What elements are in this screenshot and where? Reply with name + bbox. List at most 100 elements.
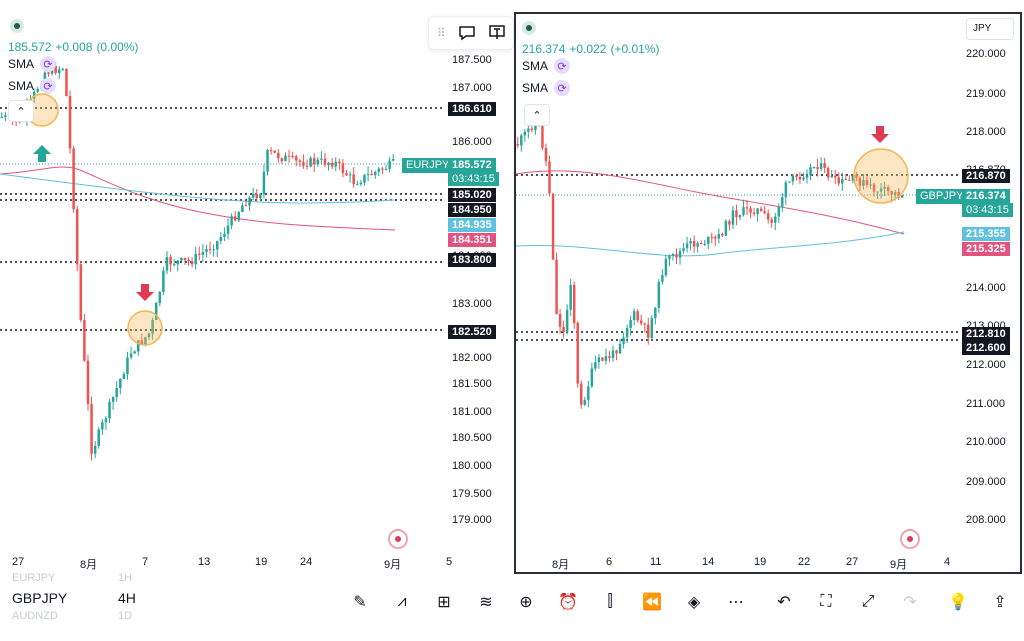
left-candle-body bbox=[129, 353, 133, 358]
right-candle-body bbox=[893, 192, 897, 195]
expand-icon[interactable]: ⤢ bbox=[861, 593, 875, 610]
add-icon[interactable]: ⊕ bbox=[519, 594, 533, 611]
right-candle-body bbox=[766, 213, 770, 220]
replay-icon[interactable]: ⏪ bbox=[642, 594, 662, 611]
right-candle-body bbox=[865, 180, 869, 185]
left-candle-body bbox=[133, 351, 136, 354]
left-chart-canvas[interactable] bbox=[0, 12, 508, 574]
right-candle-body bbox=[597, 357, 601, 363]
sma-refresh-icon[interactable]: ⟳ bbox=[554, 58, 571, 74]
sma-refresh-icon[interactable]: ⟳ bbox=[40, 56, 57, 72]
left-replay-button[interactable] bbox=[388, 529, 408, 549]
redo-icon[interactable]: ↷ bbox=[903, 594, 917, 611]
left-candle-body bbox=[97, 429, 101, 446]
left-candle-body bbox=[176, 260, 180, 265]
left-candle-body bbox=[180, 257, 183, 261]
drag-handle-icon[interactable]: ⠿ bbox=[437, 26, 446, 40]
right-candle-body bbox=[823, 163, 826, 168]
left-candle-body bbox=[377, 168, 381, 172]
right-candle-body bbox=[562, 326, 565, 333]
right-candle-body bbox=[855, 175, 858, 178]
candle-type-icon[interactable]: ⫿ bbox=[607, 593, 613, 610]
sma-refresh-icon[interactable]: ⟳ bbox=[554, 80, 571, 96]
left-candle-body bbox=[119, 378, 122, 388]
right-candle-body bbox=[770, 219, 773, 223]
right-sma-fast-line bbox=[516, 170, 905, 235]
left-axis-label: 182.000 bbox=[452, 352, 492, 364]
right-sma-2[interactable]: SMA ⟳ bbox=[522, 80, 571, 96]
right-candle-body bbox=[788, 181, 791, 183]
right-candle-body bbox=[830, 175, 833, 178]
strategy-icon[interactable]: ≋ bbox=[479, 594, 493, 611]
undo-icon[interactable]: ↶ bbox=[777, 594, 791, 611]
watchlist-item-current[interactable]: GBPJPY 4H bbox=[12, 590, 136, 606]
left-candle-body bbox=[147, 333, 151, 338]
right-candle-body bbox=[576, 322, 579, 384]
fullscreen-icon[interactable]: ⛶ bbox=[820, 593, 832, 610]
left-axis-label: 180.000 bbox=[452, 460, 492, 472]
left-candle-body bbox=[208, 248, 212, 250]
right-sma-1[interactable]: SMA ⟳ bbox=[522, 58, 571, 74]
right-axis-label: 214.000 bbox=[966, 282, 1006, 294]
left-candle-body bbox=[183, 257, 187, 261]
left-chart-pane[interactable]: 185.572 +0.008 (0.00%) SMA ⟳ SMA ⟳ ⌃ 187.500… bbox=[0, 12, 508, 574]
left-candle-body bbox=[334, 161, 338, 167]
right-chart-canvas[interactable] bbox=[516, 14, 1020, 572]
currency-selector[interactable]: JPY bbox=[966, 18, 1014, 40]
left-candle-body bbox=[122, 374, 126, 379]
layers-icon[interactable]: ◈ bbox=[687, 594, 701, 611]
left-sma-1[interactable]: SMA ⟳ bbox=[8, 56, 57, 72]
draw-pen-icon[interactable]: ✎ bbox=[353, 594, 367, 611]
share-icon[interactable]: ⇪ bbox=[993, 594, 1007, 611]
left-candle-body bbox=[4, 115, 7, 117]
sma-refresh-icon[interactable]: ⟳ bbox=[40, 78, 57, 94]
right-candle-body bbox=[604, 356, 608, 361]
left-candle-body bbox=[320, 158, 323, 160]
right-candle-body bbox=[583, 399, 587, 405]
collapse-legend-button[interactable]: ⌃ bbox=[524, 104, 550, 126]
grid-layout-icon[interactable]: ⊞ bbox=[437, 594, 451, 611]
right-candle-body bbox=[749, 208, 752, 213]
watchlist-item-prev[interactable]: EURJPY 1H bbox=[12, 572, 133, 584]
right-candle-body bbox=[784, 182, 788, 198]
right-candle-body bbox=[572, 285, 576, 323]
right-candle-body bbox=[791, 175, 795, 182]
indicators-icon[interactable]: ⩘ bbox=[397, 593, 407, 610]
right-candles bbox=[516, 114, 904, 409]
right-candle-body bbox=[689, 240, 692, 244]
right-candle-body bbox=[756, 208, 759, 215]
watchlist-item-next[interactable]: AUDNZD 1D bbox=[12, 610, 133, 622]
right-time-label: 9月 bbox=[890, 559, 908, 571]
right-candle-body bbox=[558, 313, 562, 327]
text-tool-icon[interactable] bbox=[488, 24, 506, 42]
right-time-label: 11 bbox=[650, 556, 662, 568]
bottom-toolbar: EURJPY 1H GBPJPY 4H AUDNZD 1D ✎ ⩘ ⊞ ≋ ⊕ ⏰ ⫿ ⏪ ◈ ⋯ ↶ ⛶ ⤢… bbox=[0, 572, 1024, 641]
right-highlight-circle bbox=[853, 148, 909, 204]
left-candle-body bbox=[248, 197, 251, 206]
left-candle-body bbox=[83, 320, 86, 361]
collapse-legend-button[interactable]: ⌃ bbox=[8, 100, 34, 122]
left-candle-body bbox=[169, 257, 172, 265]
right-candle-body bbox=[601, 357, 604, 361]
left-sma-slow-line bbox=[0, 173, 396, 204]
alert-clock-icon[interactable]: ⏰ bbox=[558, 594, 578, 611]
left-axis-label: 187.500 bbox=[452, 54, 492, 66]
right-chart-pane[interactable]: 216.374 +0.022 (+0.01%) SMA ⟳ SMA ⟳ ⌃ JPY 22… bbox=[514, 12, 1022, 574]
right-candle-body bbox=[735, 210, 738, 218]
left-axis-label: 179.500 bbox=[452, 488, 492, 500]
right-candle-body bbox=[724, 221, 728, 236]
left-candle-body bbox=[338, 161, 341, 164]
right-candle-body bbox=[837, 177, 840, 184]
right-axis-label: 219.000 bbox=[966, 88, 1006, 100]
more-icon[interactable]: ⋯ bbox=[728, 594, 744, 611]
right-candle-body bbox=[841, 178, 844, 184]
left-sma-2[interactable]: SMA ⟳ bbox=[8, 78, 57, 94]
right-replay-button[interactable] bbox=[900, 529, 920, 549]
ideas-icon[interactable]: 💡 bbox=[948, 594, 968, 611]
right-candle-body bbox=[795, 175, 798, 177]
left-level-tag: 184.935 bbox=[448, 218, 496, 232]
left-time-label: 7 bbox=[142, 556, 149, 568]
right-candle-body bbox=[742, 207, 745, 215]
left-candle-body bbox=[273, 150, 276, 153]
comment-icon[interactable] bbox=[458, 25, 476, 41]
